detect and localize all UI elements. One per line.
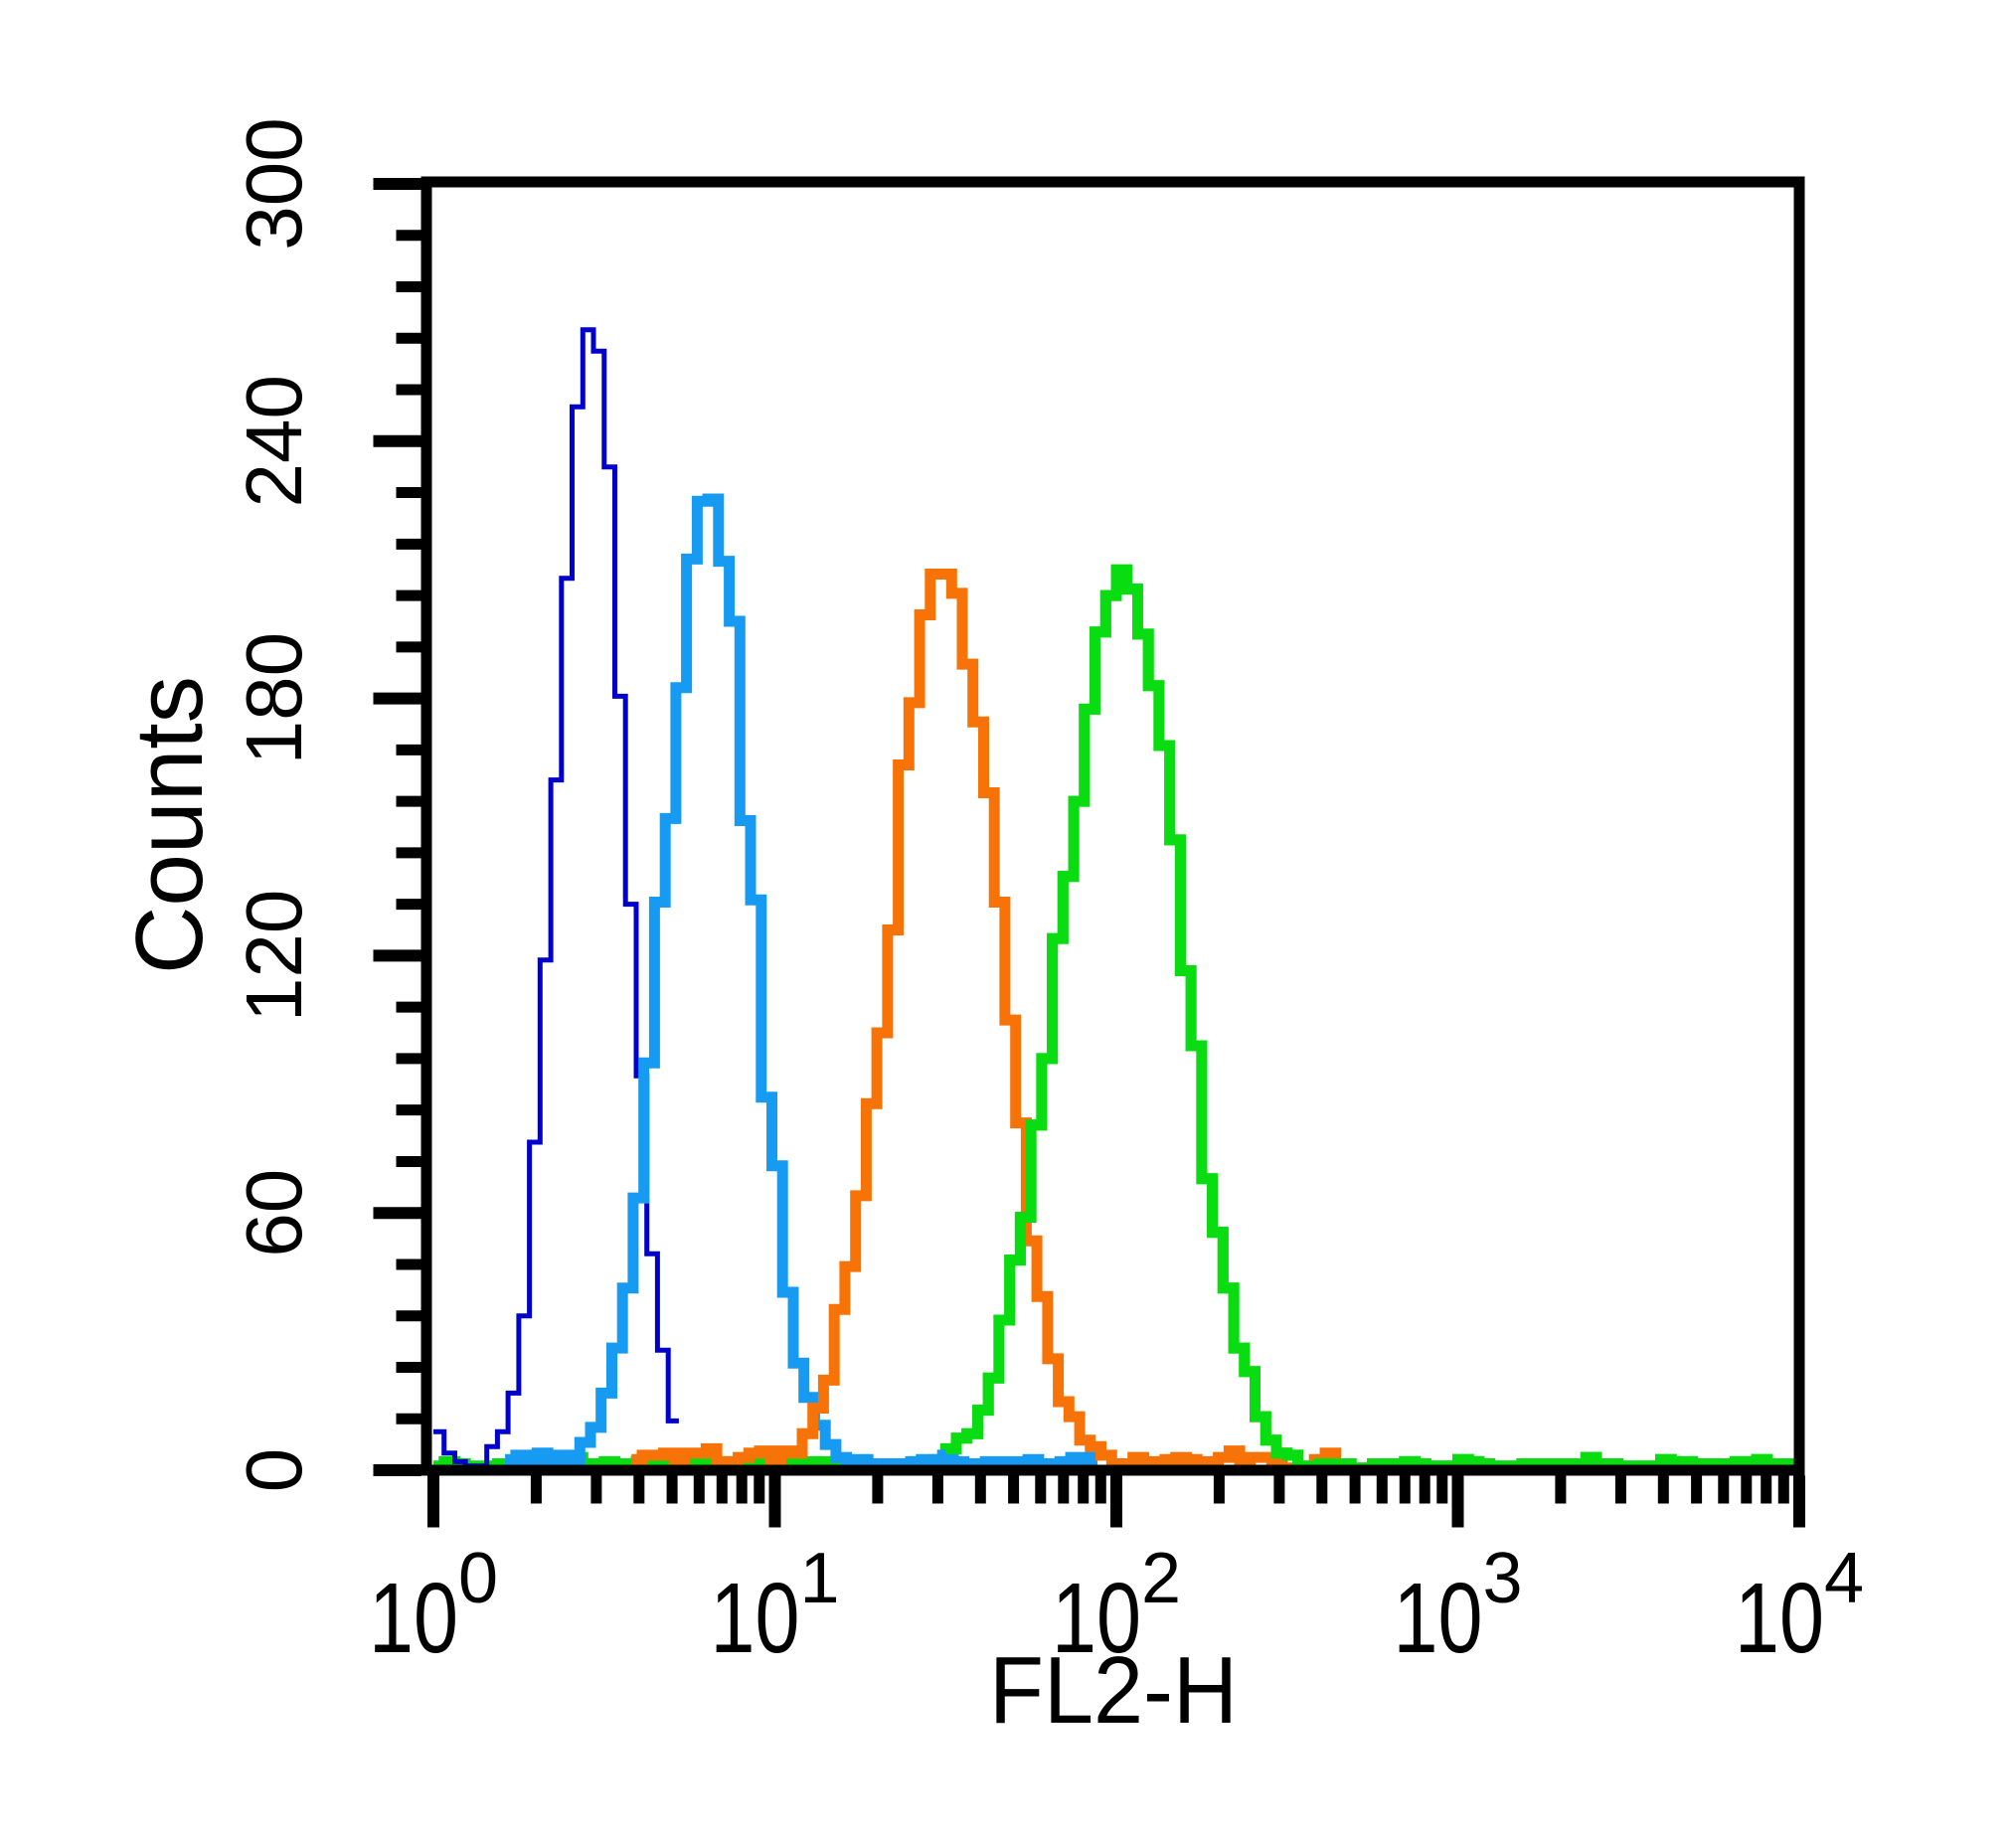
x-tick-label: 102 — [1052, 1539, 1181, 1674]
x-axis-tick-labels: 100 101 102 103 104 — [369, 1539, 1864, 1674]
histogram-curves — [433, 327, 1797, 1469]
x-tick-label: 104 — [1735, 1539, 1864, 1674]
plot-frame — [420, 176, 1805, 1476]
x-tick-label: 101 — [710, 1539, 839, 1674]
y-tick-label: 240 — [230, 375, 318, 507]
histogram-curve-orange — [631, 569, 1347, 1469]
y-tick-label: 120 — [230, 890, 318, 1022]
histogram-curve-lightblue — [505, 493, 1103, 1469]
x-axis-ticks — [427, 1475, 1805, 1528]
x-axis-label: FL2-H — [989, 1637, 1238, 1744]
y-axis-tick-labels: 0 60 120 180 240 300 — [230, 117, 318, 1492]
x-tick-label: 100 — [369, 1539, 498, 1674]
x-tick-label: 103 — [1393, 1539, 1522, 1674]
y-tick-label: 0 — [230, 1448, 318, 1493]
histogram-curve-navy — [433, 327, 679, 1469]
y-axis-label: Counts — [116, 676, 223, 974]
histogram-curve-green-top — [945, 564, 1797, 1469]
y-tick-label: 300 — [230, 117, 318, 250]
y-tick-label: 180 — [230, 632, 318, 764]
y-axis-ticks — [373, 178, 421, 1476]
y-tick-label: 60 — [230, 1169, 318, 1257]
